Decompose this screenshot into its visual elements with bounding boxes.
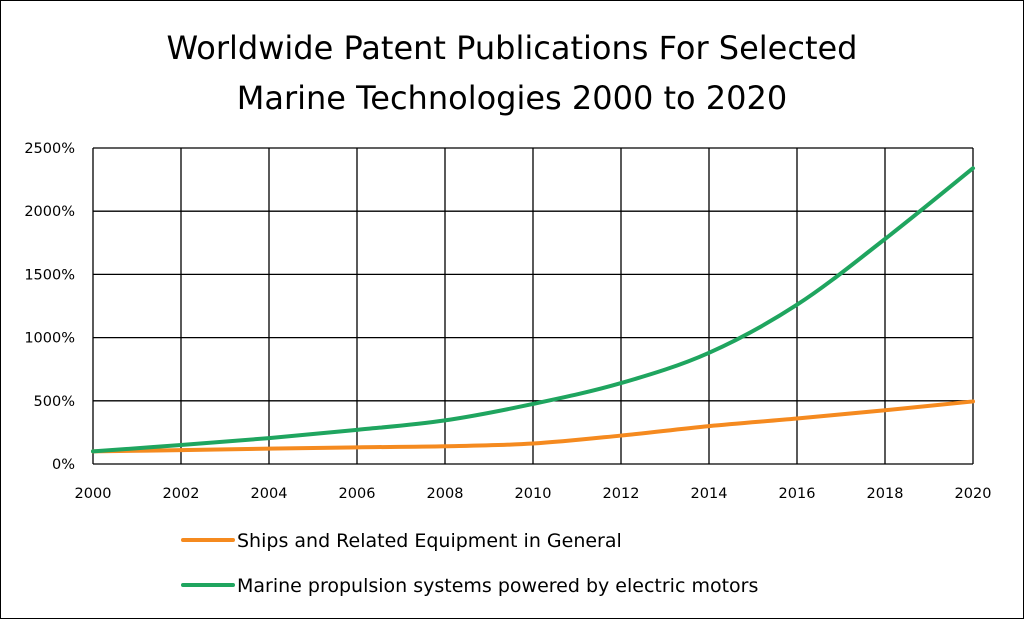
x-tick-label: 2008 <box>427 486 464 502</box>
grid <box>92 147 974 465</box>
series-line-1 <box>91 399 975 454</box>
legend-label-1: Ships and Related Equipment in General <box>237 530 622 552</box>
x-tick-label: 2004 <box>251 486 288 502</box>
y-tick-label: 2500% <box>24 141 75 157</box>
y-tick-label: 500% <box>34 394 75 410</box>
x-tick-label: 2012 <box>603 486 640 502</box>
legend: Ships and Related Equipment in General Ma… <box>181 530 758 597</box>
y-tick-label: 2000% <box>24 204 75 220</box>
x-tick-label: 2000 <box>75 486 112 502</box>
y-tick-label: 0% <box>52 457 75 473</box>
axis-labels: 2000 2002 2004 2006 2008 2010 2012 2014 2016 2018… <box>24 141 991 502</box>
series-line-2 <box>91 166 975 454</box>
x-tick-label: 2002 <box>163 486 200 502</box>
y-tick-label: 1500% <box>24 267 75 283</box>
x-tick-label: 2014 <box>691 486 728 502</box>
y-tick-label: 1000% <box>24 331 75 347</box>
x-tick-label: 2020 <box>955 486 992 502</box>
chart-title-line-2: Marine Technologies 2000 to 2020 <box>236 79 788 117</box>
x-tick-label: 2006 <box>339 486 376 502</box>
legend-label-2: Marine propulsion systems powered by ele… <box>237 575 758 597</box>
x-tick-label: 2016 <box>779 486 816 502</box>
x-tick-label: 2018 <box>867 486 904 502</box>
series-lines <box>91 166 975 454</box>
chart-title: Worldwide Patent Publications For Select… <box>1 23 1023 123</box>
x-tick-label: 2010 <box>515 486 552 502</box>
chart-title-line-1: Worldwide Patent Publications For Select… <box>166 29 858 67</box>
